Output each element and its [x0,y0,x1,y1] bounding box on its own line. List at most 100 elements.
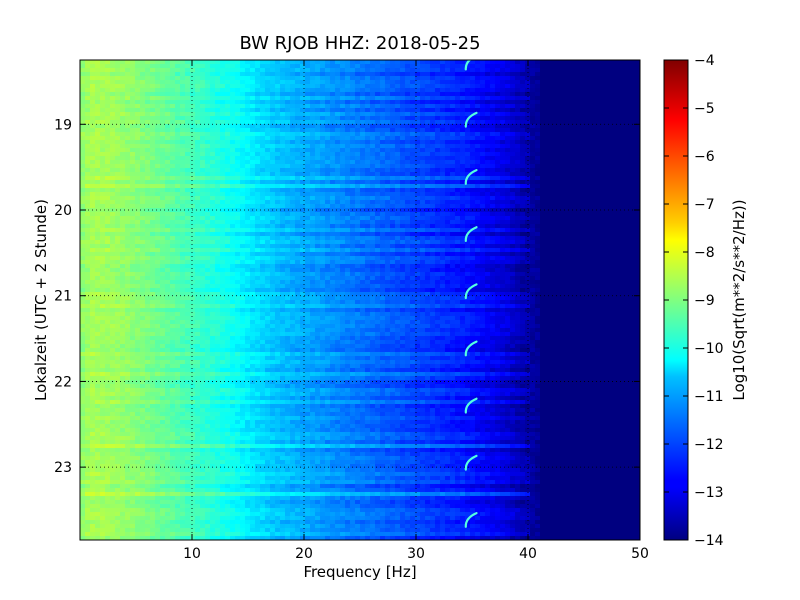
heatmap-cell [225,76,231,81]
heatmap-cell [100,64,106,69]
heatmap-cell [435,204,441,209]
heatmap-cell [180,192,186,197]
heatmap-cell [195,160,201,165]
heatmap-cell [265,60,271,65]
heatmap-cell [405,236,411,241]
heatmap-cell [430,272,436,277]
heatmap-cell [115,76,121,81]
heatmap-cell [140,192,146,197]
heatmap-cell [220,72,226,77]
heatmap-cell [165,108,171,113]
heatmap-cell [115,212,121,217]
heatmap-cell [165,224,171,229]
heatmap-cell [370,260,376,265]
heatmap-cell [130,220,136,225]
heatmap-cell [455,264,461,269]
heatmap-cell [365,168,371,173]
heatmap-cell [110,264,116,269]
heatmap-cell [210,248,216,253]
heatmap-cell [185,72,191,77]
heatmap-cell [400,224,406,229]
heatmap-cell [210,124,216,129]
heatmap-cell [260,64,266,69]
heatmap-cell [135,256,141,261]
heatmap-cell [275,96,281,101]
heatmap-cell [245,152,251,157]
heatmap-cell [220,104,226,109]
heatmap-cell [320,72,326,77]
heatmap-cell [360,68,366,73]
heatmap-cell [155,108,161,113]
heatmap-cell [495,152,501,157]
heatmap-cell [180,184,186,189]
heatmap-cell [360,200,366,205]
heatmap-cell [170,124,176,129]
heatmap-cell [175,64,181,69]
heatmap-cell [345,80,351,85]
heatmap-cell [470,244,476,249]
heatmap-cell [300,128,306,133]
heatmap-cell [140,256,146,261]
heatmap-cell [95,88,101,93]
heatmap-cell [390,256,396,261]
heatmap-cell [500,120,506,125]
heatmap-cell [270,260,276,265]
heatmap-cell [475,264,481,269]
heatmap-cell [140,208,146,213]
heatmap-cell [175,136,181,141]
heatmap-cell [465,260,471,265]
heatmap-cell [430,80,436,85]
heatmap-cell [295,248,301,253]
heatmap-cell [110,160,116,165]
heatmap-cell [535,148,541,153]
heatmap-cell [100,60,106,65]
heatmap-cell [215,268,221,273]
heatmap-cell [90,164,96,169]
heatmap-cell [340,268,346,273]
heatmap-cell [345,184,351,189]
heatmap-cell [515,84,521,89]
heatmap-cell [395,272,401,277]
heatmap-cell [285,124,291,129]
heatmap-cell [525,172,531,177]
heatmap-cell [255,96,261,101]
heatmap-cell [530,196,536,201]
heatmap-cell [145,148,151,153]
heatmap-cell [215,120,221,125]
heatmap-cell [235,132,241,137]
heatmap-cell [255,264,261,269]
heatmap-cell [445,272,451,277]
heatmap-cell [225,252,231,257]
heatmap-cell [395,60,401,65]
heatmap-cell [330,120,336,125]
heatmap-cell [420,196,426,201]
heatmap-cell [325,128,331,133]
heatmap-cell [440,96,446,101]
heatmap-cell [435,148,441,153]
heatmap-cell [85,100,91,105]
heatmap-cell [445,216,451,221]
heatmap-cell [210,228,216,233]
heatmap-cell [215,232,221,237]
heatmap-cell [340,160,346,165]
heatmap-cell [115,108,121,113]
heatmap-cell [90,244,96,249]
heatmap-cell [305,240,311,245]
heatmap-cell [80,88,86,93]
heatmap-cell [100,212,106,217]
heatmap-cell [315,164,321,169]
heatmap-cell [80,132,86,137]
heatmap-cell [335,100,341,105]
heatmap-cell [220,152,226,157]
heatmap-cell [355,112,361,117]
heatmap-cell [340,124,346,129]
heatmap-cell [335,164,341,169]
heatmap-cell [300,224,306,229]
heatmap-cell [185,92,191,97]
heatmap-cell [240,264,246,269]
heatmap-cell [370,148,376,153]
heatmap-cell [365,164,371,169]
heatmap-cell [420,100,426,105]
heatmap-cell [375,208,381,213]
heatmap-cell [160,160,166,165]
